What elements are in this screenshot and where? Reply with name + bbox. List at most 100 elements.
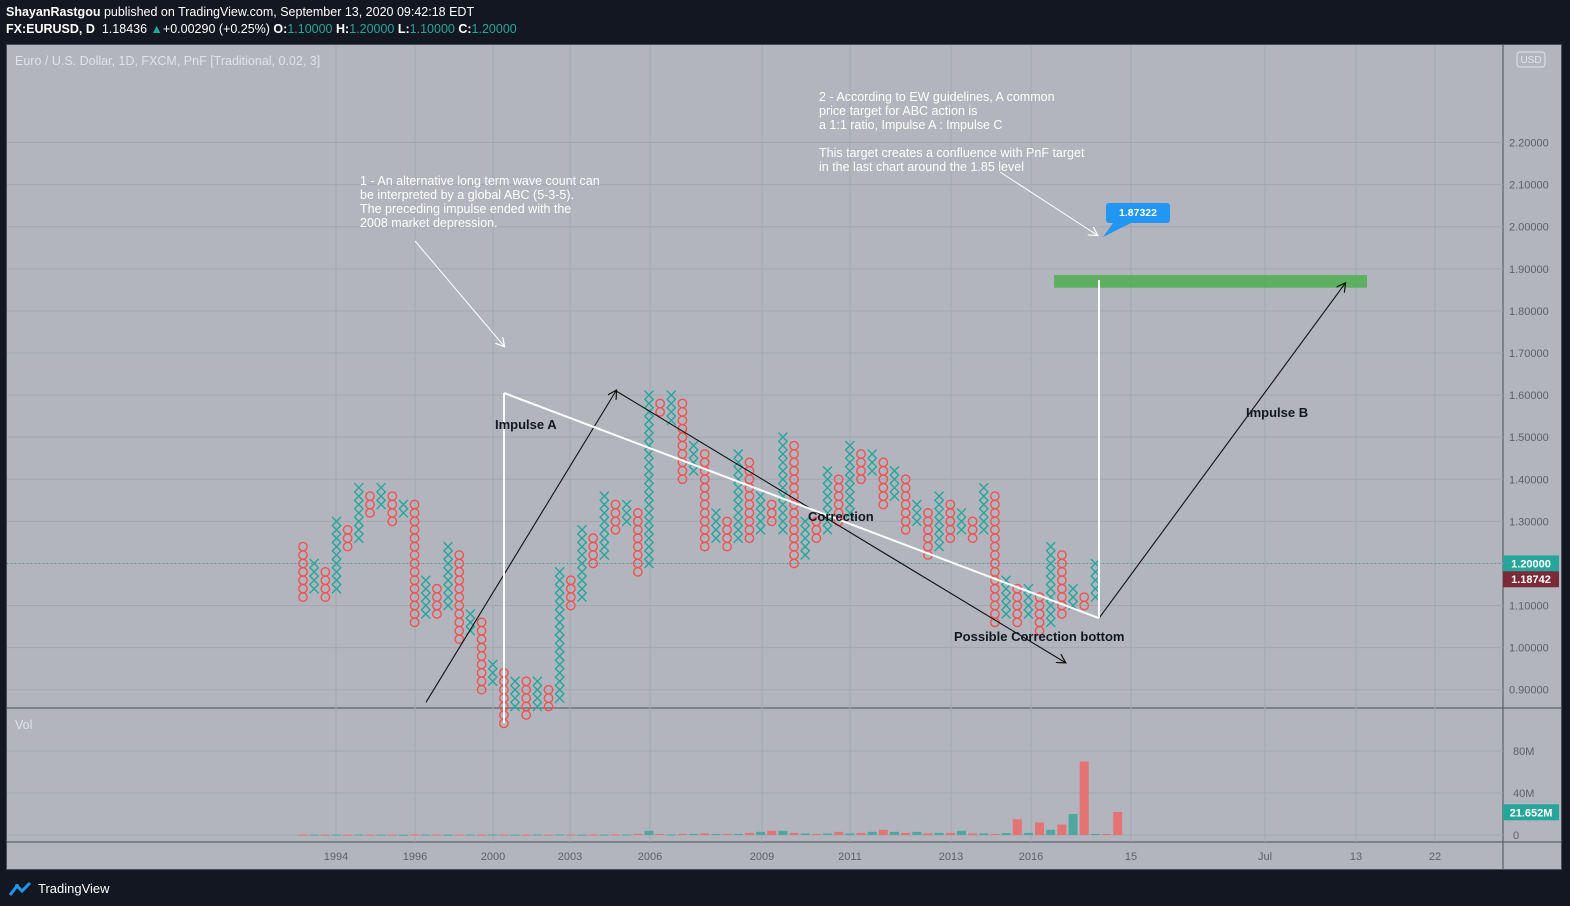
pnf-x-box — [733, 524, 744, 535]
price-tick-label: 2.00000 — [1509, 222, 1549, 234]
pnf-x-box — [978, 507, 989, 518]
pnf-o-box — [521, 710, 532, 720]
volume-bar — [331, 834, 341, 836]
price-tick-label: 2.20000 — [1509, 138, 1549, 150]
pnf-x-box — [443, 541, 454, 552]
pnf-x-box — [934, 524, 945, 535]
pnf-o-box — [409, 499, 420, 510]
pnf-x-box — [643, 432, 654, 443]
pnf-x-box — [643, 533, 654, 544]
pnf-o-box — [342, 524, 353, 535]
low-label: L: — [397, 22, 410, 36]
pnf-x-box — [443, 550, 454, 561]
pnf-x-box — [309, 583, 320, 594]
impulse-b-label: Impulse B — [1246, 405, 1308, 420]
volume-bar — [666, 834, 676, 836]
currency-badge-box — [1516, 51, 1546, 68]
volume-bar — [588, 834, 598, 836]
pnf-x-box — [978, 482, 989, 493]
pnf-x-box — [1045, 566, 1056, 577]
note2-line: This target creates a confluence with Pn… — [819, 146, 1085, 160]
pnf-x-box — [577, 550, 587, 561]
pnf-x-box — [643, 465, 654, 476]
pnf-o-box — [298, 541, 308, 552]
pnf-x-box — [934, 516, 945, 527]
pnf-x-box — [309, 575, 320, 586]
pnf-x-box — [800, 541, 811, 552]
pnf-x-box — [1045, 608, 1056, 619]
pnf-x-box — [844, 465, 855, 476]
pnf-x-box — [800, 524, 811, 535]
pnf-x-box — [331, 541, 342, 552]
pnf-x-box — [331, 566, 342, 577]
pnf-x-box — [911, 516, 922, 527]
pnf-x-box — [777, 499, 788, 510]
pnf-x-box — [1023, 608, 1034, 619]
pnf-chart[interactable]: 1994 1996 2000 2003 2006 2009 2011 2013 2016 15 Ju… — [7, 45, 1561, 869]
pnf-x-box — [777, 440, 788, 451]
time-tick-label: Jul — [1258, 851, 1272, 863]
pnf-x-box — [443, 566, 454, 577]
pnf-x-box — [376, 491, 387, 502]
pnf-x-box — [688, 449, 699, 460]
pnf-x-box — [331, 524, 342, 535]
chart-frame[interactable]: 1994 1996 2000 2003 2006 2009 2011 2013 2016 15 Ju… — [6, 44, 1562, 870]
volume-bar — [1046, 829, 1056, 835]
time-tick-label: 13 — [1350, 851, 1362, 863]
publish-info: ShayanRastgou published on TradingView.c… — [6, 5, 474, 19]
time-tick-label: 2006 — [638, 851, 662, 863]
time-tick-label: 2016 — [1019, 851, 1043, 863]
volume-bar — [722, 833, 732, 835]
pnf-x-box — [599, 516, 610, 527]
author-name[interactable]: ShayanRastgou — [6, 5, 101, 19]
pnf-x-box — [777, 482, 788, 493]
pnf-x-box — [822, 524, 833, 535]
pnf-x-box — [1001, 608, 1012, 619]
pnf-x-box — [643, 474, 654, 485]
pnf-x-box — [733, 449, 744, 460]
pnf-x-box — [643, 457, 654, 468]
pnf-x-box — [1045, 600, 1056, 611]
pnf-x-box — [978, 499, 989, 510]
pnf-x-box — [643, 482, 654, 493]
pnf-x-box — [978, 516, 989, 527]
pnf-x-box — [331, 533, 342, 544]
pnf-x-box — [554, 693, 565, 704]
volume-bar — [1023, 832, 1033, 835]
last-price-badge — [1503, 555, 1559, 572]
pnf-x-box — [420, 575, 431, 586]
pnf-x-box — [844, 499, 855, 510]
pnf-x-box — [643, 390, 654, 401]
volume-bar — [1001, 832, 1011, 835]
pnf-o-box — [320, 566, 331, 577]
note1-line: 2008 market depression. — [360, 216, 498, 230]
note2-line: in the last chart around the 1.85 level — [819, 160, 1024, 174]
volume-bar — [655, 833, 665, 835]
time-tick-label: 15 — [1125, 851, 1137, 863]
pnf-x-box — [554, 676, 565, 687]
pnf-o-box — [521, 676, 532, 687]
pnf-x-box — [777, 507, 788, 518]
price-tick-label: 2.10000 — [1509, 180, 1549, 192]
volume-bar — [968, 833, 978, 835]
price-tick-label: 1.00000 — [1509, 643, 1549, 655]
pnf-x-box — [666, 398, 677, 409]
pnf-x-box — [1001, 583, 1012, 594]
tradingview-footer[interactable]: TradingView — [8, 881, 110, 896]
pnf-x-box — [643, 516, 654, 527]
close-price-badge — [1503, 571, 1559, 588]
pnf-x-box — [643, 449, 654, 460]
pnf-x-box — [599, 499, 610, 510]
pnf-o-box — [387, 491, 398, 502]
price-tick-label: 0.90000 — [1509, 685, 1549, 697]
volume-bar — [410, 834, 420, 836]
pnf-x-box — [844, 491, 855, 502]
pnf-x-box — [1001, 592, 1012, 603]
pnf-x-box — [844, 474, 855, 485]
volume-bar — [610, 834, 620, 836]
pnf-x-box — [443, 600, 454, 611]
pnf-x-box — [599, 507, 610, 518]
pnf-x-box — [1068, 592, 1079, 603]
note2-pointer — [999, 171, 1097, 235]
correction-arrow — [615, 390, 1065, 662]
